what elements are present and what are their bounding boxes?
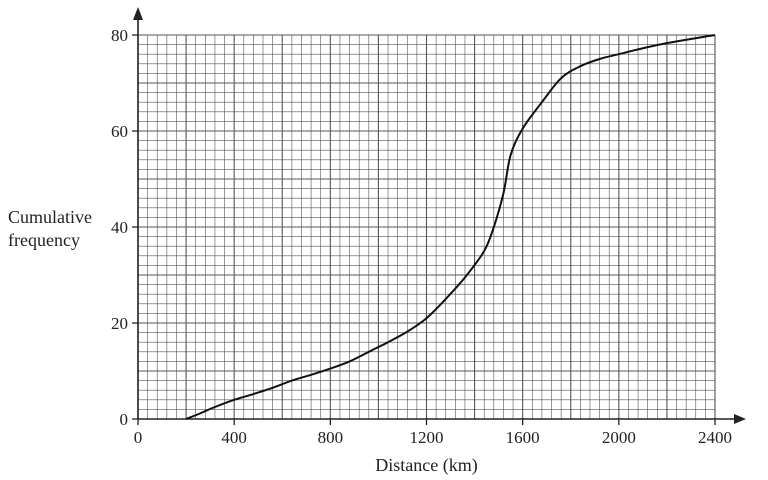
x-tick-label: 2000: [602, 428, 636, 447]
y-tick-label: 40: [111, 218, 128, 237]
y-tick-label: 0: [120, 410, 129, 429]
cumulative-frequency-curve: [185, 34, 716, 420]
plot-area: [185, 34, 716, 420]
x-tick-label: 800: [318, 428, 344, 447]
labels: 0 400 800 1200 1600 2000 2400 0 20 40 60 80 Distance…: [8, 26, 732, 476]
axes: [132, 7, 746, 425]
y-tick-label: 20: [111, 314, 128, 333]
y-axis-title-line: Cumulative: [8, 207, 92, 227]
x-tick-label: 2400: [698, 428, 732, 447]
y-tick-label: 60: [111, 122, 128, 141]
x-tick-label: 1600: [506, 428, 540, 447]
x-tick-label: 1200: [410, 428, 444, 447]
x-axis-title: Distance (km): [375, 455, 477, 476]
grid: [137, 34, 716, 420]
y-axis-arrow: [133, 7, 143, 20]
x-tick-label: 400: [221, 428, 247, 447]
x-tick-label: 0: [134, 428, 143, 447]
y-tick-label: 80: [111, 26, 128, 45]
x-axis-arrow: [734, 414, 746, 424]
y-axis-title-line: frequency: [8, 230, 80, 250]
